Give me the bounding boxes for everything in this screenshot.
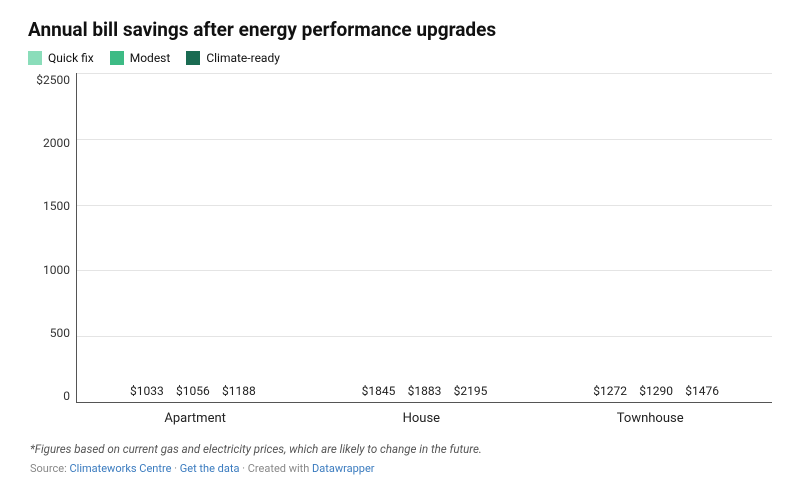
chart-area: $2500 2000 1500 1000 500 0 $1033 $1056 $…: [28, 73, 772, 403]
source-prefix: Source:: [30, 462, 69, 475]
source-sep: ·: [171, 462, 179, 475]
legend-swatch-quickfix: [28, 51, 42, 65]
y-tick: 0: [28, 389, 70, 403]
legend-label: Modest: [130, 51, 171, 65]
bar-groups: $1033 $1056 $1188 $1845 $1883 $2195 $127…: [77, 73, 772, 402]
y-tick: 1500: [28, 199, 70, 213]
bar-value-label: $1188: [222, 384, 256, 398]
source-link-climateworks[interactable]: Climateworks Centre: [69, 462, 171, 475]
source-line: Source: Climateworks Centre · Get the da…: [30, 462, 772, 475]
legend-swatch-modest: [110, 51, 124, 65]
y-tick: 500: [28, 326, 70, 340]
source-link-getdata[interactable]: Get the data: [180, 462, 240, 475]
legend-label: Quick fix: [48, 51, 94, 65]
bar-value-label: $1845: [362, 384, 396, 398]
chart-title: Annual bill savings after energy perform…: [28, 18, 772, 41]
y-tick: $2500: [28, 73, 70, 87]
source-sep: · Created with: [239, 462, 312, 475]
x-tick: House: [403, 411, 440, 426]
legend-item: Quick fix: [28, 51, 94, 65]
bar-value-label: $2195: [454, 384, 488, 398]
legend-label: Climate-ready: [206, 51, 280, 65]
legend: Quick fix Modest Climate-ready: [28, 51, 772, 65]
bar-value-label: $1272: [593, 384, 627, 398]
y-tick: 2000: [28, 136, 70, 150]
legend-swatch-climateready: [186, 51, 200, 65]
plot-area: $1033 $1056 $1188 $1845 $1883 $2195 $127…: [76, 73, 772, 403]
source-link-datawrapper[interactable]: Datawrapper: [312, 462, 374, 475]
x-axis: Apartment House Townhouse: [76, 403, 772, 426]
bar-value-label: $1056: [176, 384, 210, 398]
y-tick: 1000: [28, 263, 70, 277]
footnote: *Figures based on current gas and electr…: [30, 442, 772, 456]
bar-value-label: $1033: [130, 384, 164, 398]
x-tick: Apartment: [164, 411, 226, 426]
legend-item: Climate-ready: [186, 51, 280, 65]
bar-value-label: $1883: [408, 384, 442, 398]
legend-item: Modest: [110, 51, 171, 65]
bar-value-label: $1476: [685, 384, 719, 398]
y-axis: $2500 2000 1500 1000 500 0: [28, 73, 76, 403]
bar-value-label: $1290: [639, 384, 673, 398]
x-tick: Townhouse: [617, 411, 684, 426]
